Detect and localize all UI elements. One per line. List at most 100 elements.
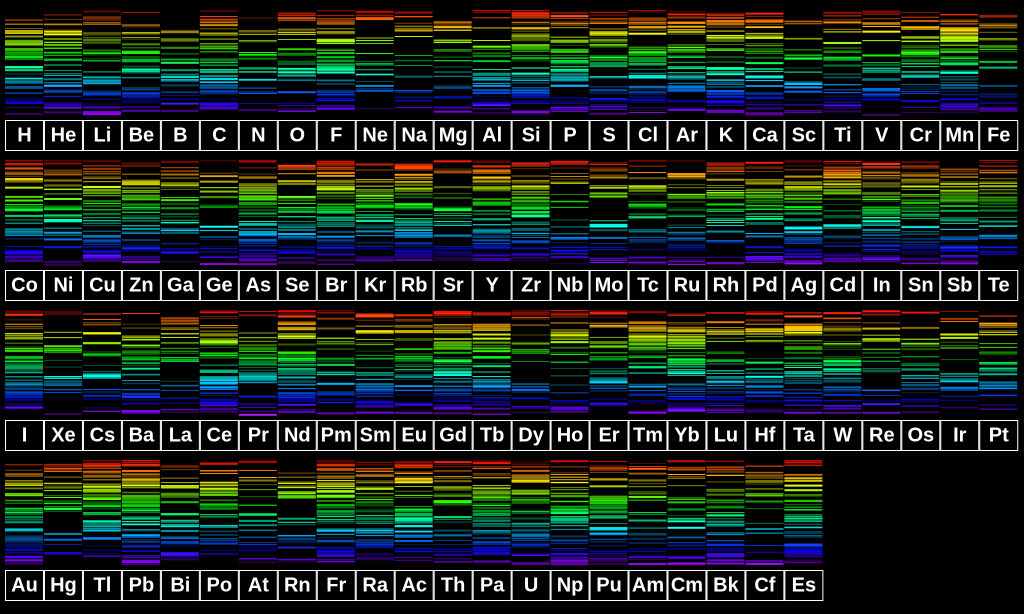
spectral-line [823, 183, 862, 186]
spectral-line [355, 498, 394, 500]
spectral-line [82, 160, 121, 162]
spectral-line [550, 535, 589, 538]
spectrum [199, 310, 238, 413]
spectral-line [277, 249, 316, 252]
spectral-line [238, 382, 277, 384]
spectral-line [862, 400, 901, 402]
element-box [394, 270, 434, 301]
spectral-line [277, 70, 316, 72]
spectral-line [862, 69, 901, 71]
spectral-line [823, 261, 862, 263]
spectral-line [667, 263, 706, 265]
spectral-line [628, 241, 667, 244]
spectral-line [5, 203, 43, 205]
spectral-line [160, 496, 199, 498]
spectral-line [277, 261, 316, 263]
spectral-line [550, 22, 589, 24]
spectral-line [979, 198, 1018, 200]
spectral-line [355, 383, 394, 385]
spectral-line [43, 169, 82, 171]
spectral-line [355, 359, 394, 361]
spectral-line [238, 348, 277, 351]
spectral-line [667, 366, 706, 368]
spectral-line [316, 559, 355, 561]
element-symbol: H [17, 124, 31, 146]
spectral-line [121, 179, 160, 181]
spectral-line [472, 90, 511, 92]
spectral-line [823, 242, 862, 244]
spectral-line [589, 229, 628, 232]
spectral-line [238, 204, 277, 206]
spectral-line [394, 357, 433, 359]
spectral-line [979, 202, 1018, 205]
spectral-line [940, 51, 979, 53]
spectral-line [121, 545, 160, 547]
spectrum [823, 160, 862, 263]
spectral-line [121, 323, 160, 325]
spectral-line [589, 41, 628, 43]
spectral-line [784, 242, 823, 244]
spectral-line [667, 461, 706, 463]
spectral-line [745, 112, 784, 115]
spectral-line [550, 496, 589, 498]
spectral-line [121, 356, 160, 358]
spectral-line [550, 20, 589, 23]
spectral-line [355, 344, 394, 346]
spectral-line [589, 325, 628, 327]
spectral-line [43, 51, 82, 53]
spectral-line [706, 384, 745, 386]
spectral-line [82, 112, 121, 115]
spectral-line [316, 10, 355, 12]
spectral-line [706, 61, 745, 63]
spectral-line [277, 105, 316, 107]
spectral-line [940, 236, 979, 238]
spectral-line [160, 61, 199, 64]
spectral-line [394, 516, 433, 518]
spectral-line [628, 60, 667, 62]
spectral-line [160, 323, 199, 325]
spectral-line [706, 499, 745, 501]
spectral-line [628, 193, 667, 195]
spectral-line [550, 539, 589, 542]
spectral-line [43, 205, 82, 208]
spectral-line [355, 226, 394, 228]
spectral-line [433, 197, 472, 200]
spectral-line [277, 353, 316, 356]
spectral-line [589, 177, 628, 179]
spectral-line [394, 535, 433, 538]
spectral-line [121, 180, 160, 183]
spectral-line [706, 379, 745, 381]
spectral-line [589, 44, 628, 47]
spectral-line [862, 310, 901, 313]
spectral-line [979, 404, 1018, 406]
spectral-line [199, 64, 238, 66]
spectral-line [472, 376, 511, 378]
spectral-line [394, 411, 433, 413]
spectral-line [121, 71, 160, 73]
spectral-line [589, 112, 628, 115]
spectral-line [667, 46, 706, 48]
spectral-line [862, 232, 901, 234]
spectral-line [745, 522, 784, 524]
spectral-line [745, 559, 784, 562]
spectral-line [589, 257, 628, 259]
spectral-line [628, 556, 667, 558]
spectral-line [901, 338, 940, 340]
spectral-line [5, 485, 43, 487]
spectral-line [628, 263, 667, 265]
spectral-line [667, 77, 706, 79]
spectral-line [82, 16, 121, 19]
spectral-line [277, 546, 316, 549]
spectral-line [901, 391, 940, 393]
spectral-line [43, 188, 82, 190]
spectral-line [550, 556, 589, 558]
element-symbol: O [289, 124, 305, 146]
spectral-line [667, 184, 706, 186]
spectral-line [277, 195, 316, 198]
spectral-line [5, 78, 43, 80]
spectral-line [979, 253, 1018, 255]
element-symbol: K [719, 124, 734, 146]
spectral-line [862, 234, 901, 236]
spectral-line [940, 200, 979, 203]
spectral-line [628, 327, 667, 330]
